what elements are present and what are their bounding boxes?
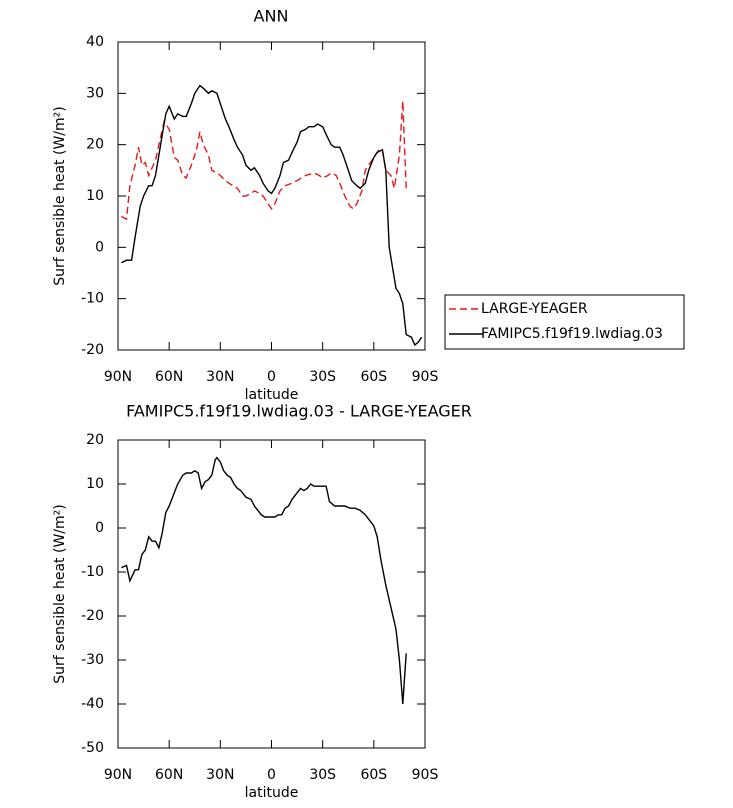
x-tick-label: 60S <box>360 767 387 783</box>
y-tick-label: -40 <box>81 696 104 712</box>
x-tick-label: 90S <box>412 369 439 385</box>
x-tick-label: 90N <box>104 767 132 783</box>
data-line <box>121 456 407 705</box>
y-tick-label: 10 <box>86 188 104 204</box>
x-tick-label: 60S <box>360 369 387 385</box>
x-tick-label: 30N <box>206 767 234 783</box>
y-tick-label: 20 <box>86 432 104 448</box>
x-tick-label: 30S <box>309 767 336 783</box>
y-tick-label: 40 <box>86 34 104 50</box>
chart-title: ANN <box>254 7 289 26</box>
chart-title: FAMIPC5.f19f19.lwdiag.03 - LARGE-YEAGER <box>126 402 472 421</box>
x-tick-label: 60N <box>155 767 183 783</box>
y-tick-label: 0 <box>95 239 104 255</box>
x-tick-label: 60N <box>155 369 183 385</box>
legend-label: LARGE-YEAGER <box>481 301 588 317</box>
y-tick-label: -20 <box>81 608 104 624</box>
x-tick-label: 0 <box>267 767 276 783</box>
data-line <box>121 100 407 221</box>
x-tick-label: 30S <box>309 369 336 385</box>
y-axis-label: Surf sensible heat (W/m²) <box>52 106 68 285</box>
x-axis-label: latitude <box>245 785 299 801</box>
x-tick-label: 90S <box>412 767 439 783</box>
y-tick-label: -10 <box>81 291 104 307</box>
y-tick-label: -10 <box>81 564 104 580</box>
data-line <box>121 84 423 346</box>
y-tick-label: 10 <box>86 476 104 492</box>
x-tick-label: 0 <box>267 369 276 385</box>
y-tick-label: 30 <box>86 85 104 101</box>
x-tick-label: 90N <box>104 369 132 385</box>
plot-frame <box>117 41 426 351</box>
legend-label: FAMIPC5.f19f19.lwdiag.03 <box>481 326 663 342</box>
y-tick-label: 20 <box>86 137 104 153</box>
y-tick-label: 0 <box>95 520 104 536</box>
x-axis-label: latitude <box>245 387 299 403</box>
y-tick-label: -50 <box>81 740 104 756</box>
y-axis-label: Surf sensible heat (W/m²) <box>52 504 68 683</box>
y-tick-label: -30 <box>81 652 104 668</box>
legend-box <box>444 294 685 350</box>
x-tick-label: 30N <box>206 369 234 385</box>
plot-frame <box>117 439 426 749</box>
y-tick-label: -20 <box>81 342 104 358</box>
